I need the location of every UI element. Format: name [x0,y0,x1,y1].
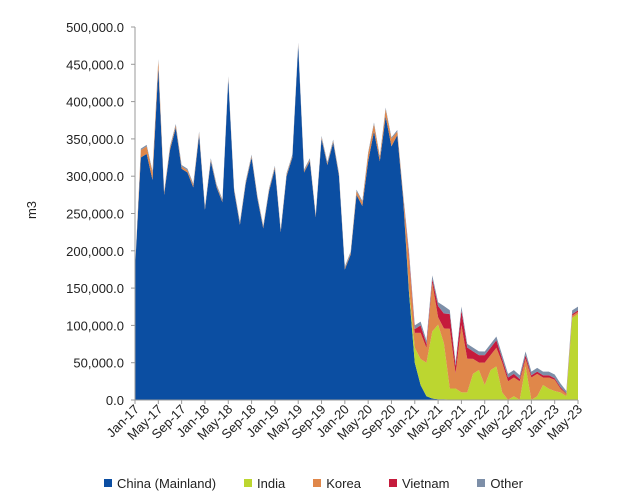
stacked-areas [135,42,578,401]
legend-swatch [244,479,253,487]
y-tick-label: 100,000.0 [66,318,124,333]
legend-swatch [104,479,113,487]
legend: China (Mainland) India Korea Vietnam Other [0,472,627,494]
legend-label: Vietnam [401,475,450,491]
legend-item: Other [477,472,523,494]
y-tick-label: 450,000.0 [66,57,124,72]
legend-item: Korea [313,472,361,494]
y-tick-label: 250,000.0 [66,207,124,222]
axes: 0.0 50,000.0 100,000.0 150,000.0 200,000.0 25… [66,20,585,443]
legend-swatch [477,479,486,487]
y-tick-label: 300,000.0 [66,169,124,184]
y-tick-label: 200,000.0 [66,244,124,259]
legend-label: Other [490,475,523,491]
y-axis-label: m3 [24,201,39,219]
legend-item: India [244,472,285,494]
legend-item: China (Mainland) [104,472,216,494]
legend-swatch [388,479,397,487]
y-tick-label: 400,000.0 [66,95,124,110]
y-tick-label: 50,000.0 [73,356,124,371]
series-area-china-mainland [135,45,578,401]
legend-item: Vietnam [388,472,450,494]
legend-label: India [257,475,286,491]
y-tick-label: 500,000.0 [66,20,124,35]
legend-swatch [313,479,322,487]
legend-label: China (Mainland) [117,475,217,491]
y-tick-label: 150,000.0 [66,281,124,296]
legend-label: Korea [326,475,361,491]
y-tick-label: 350,000.0 [66,132,124,147]
y-tick-label: 0.0 [106,393,124,408]
